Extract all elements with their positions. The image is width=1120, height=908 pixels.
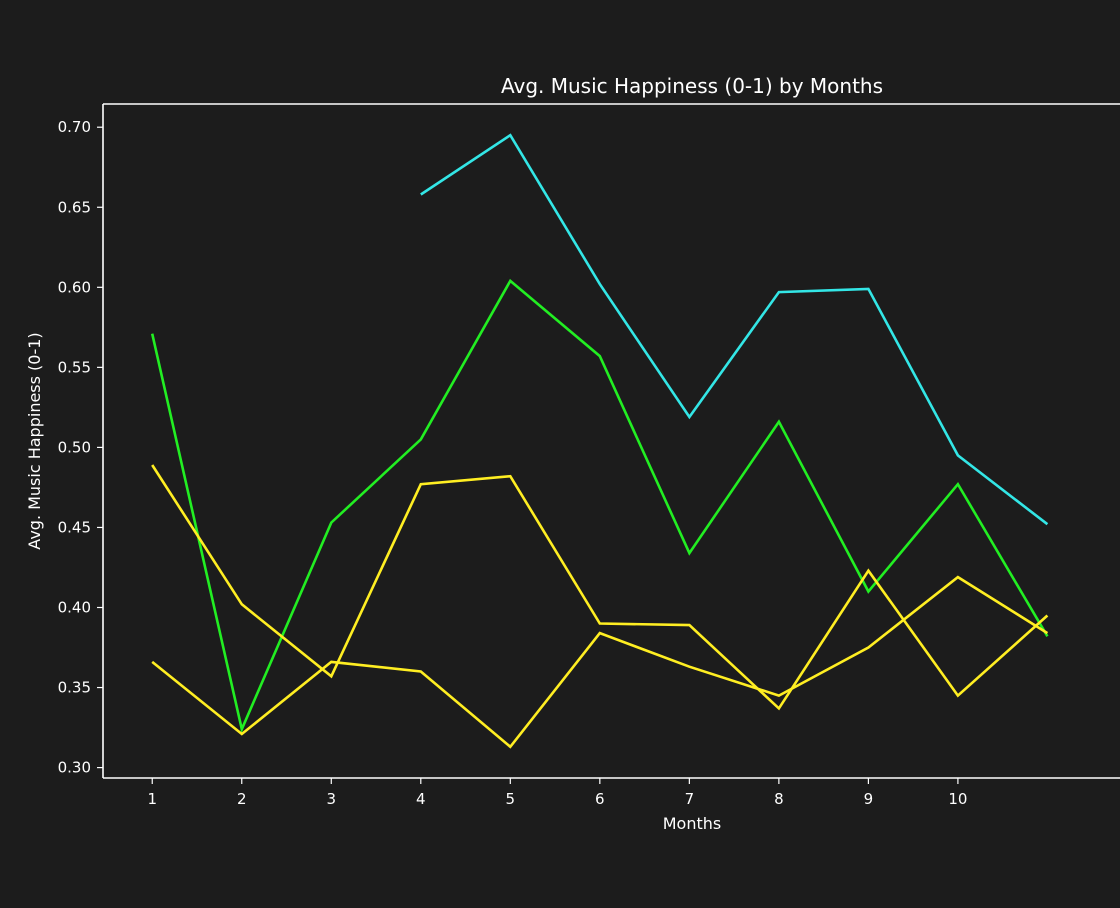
plot-area: 0.30 0.35 0.40 0.45 0.50 0.55 0.60 0.65 0.70 1 2 3 4… — [58, 103, 1120, 808]
x-tick-label: 3 — [327, 790, 337, 808]
x-tick-label: 4 — [416, 790, 426, 808]
y-axis-label: Avg. Music Happiness (0-1) — [25, 332, 44, 549]
chart-title: Avg. Music Happiness (0-1) by Months — [501, 74, 883, 98]
x-tick-label: 5 — [506, 790, 516, 808]
x-tick-label: 8 — [774, 790, 784, 808]
x-tick-label: 9 — [864, 790, 874, 808]
x-tick-label: 7 — [685, 790, 695, 808]
y-tick-label: 0.30 — [58, 759, 91, 777]
x-axis-label: Months — [663, 814, 721, 833]
y-tick-label: 0.35 — [58, 679, 91, 697]
series-line-4 — [151, 575, 1049, 749]
x-tick-label: 6 — [595, 790, 605, 808]
y-tick-label: 0.55 — [58, 358, 91, 376]
y-tick-label: 0.45 — [58, 518, 91, 536]
y-tick-label: 0.65 — [58, 198, 91, 216]
y-tick-label: 0.70 — [58, 118, 91, 136]
series-line-1 — [420, 133, 1049, 526]
x-tick-label: 2 — [237, 790, 247, 808]
y-tick-label: 0.60 — [58, 278, 91, 296]
series-line-2 — [150, 278, 1049, 734]
x-tick-label: 10 — [948, 790, 967, 808]
series-line-3 — [151, 464, 1049, 711]
x-tick-label: 1 — [147, 790, 157, 808]
y-tick-label: 0.50 — [58, 438, 91, 456]
y-tick-label: 0.40 — [58, 598, 91, 616]
